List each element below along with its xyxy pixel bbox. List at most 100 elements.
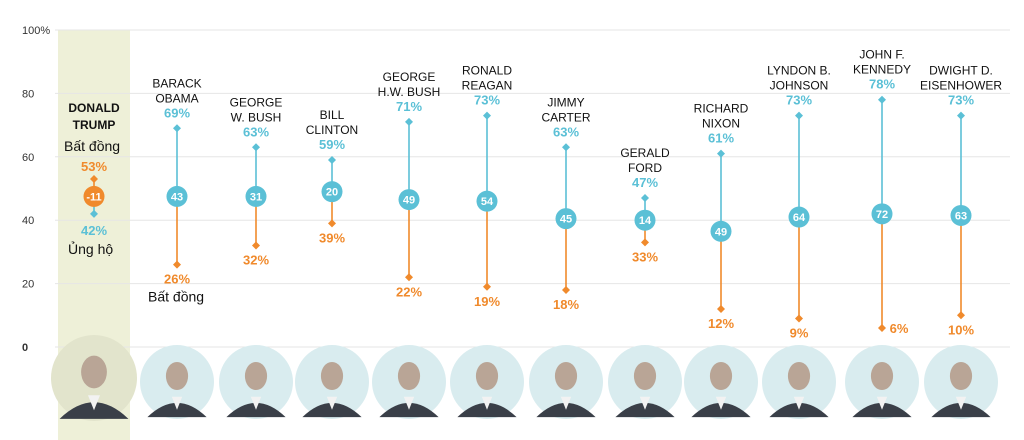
net-approval-circle [710, 220, 732, 242]
net-approval-label: 20 [326, 187, 338, 199]
disapprove-word-label: Bất đồng [148, 289, 204, 305]
president-name-line: REAGAN [462, 79, 513, 93]
portrait-head [244, 361, 268, 391]
portrait-collar [560, 396, 572, 410]
president-portrait-icon [536, 361, 596, 418]
net-approval-circle [871, 203, 893, 225]
y-tick-label: 0 [22, 342, 28, 354]
net-approval-label: 63 [955, 210, 967, 222]
disapprove-value-label: 53% [81, 159, 107, 174]
disapprove-value-label: 19% [474, 294, 500, 309]
portrait-collar [955, 396, 967, 410]
president-portrait-icon [615, 361, 675, 418]
net-approval-label: 64 [793, 212, 806, 224]
portrait-collar [793, 396, 805, 410]
net-approval-circle [166, 185, 188, 207]
disapprove-value-label: 32% [243, 253, 269, 268]
disapprove-value-label: 39% [319, 230, 345, 245]
net-approval-label: 43 [171, 191, 183, 203]
portrait-head [554, 361, 578, 391]
net-approval-circle [555, 208, 577, 230]
president-name-line: DWIGHT D. [929, 64, 993, 78]
disapprove-value-label: 10% [948, 322, 974, 337]
portrait-collar [326, 396, 338, 410]
disapprove-value-label: 12% [708, 316, 734, 331]
approve-marker [878, 95, 886, 104]
approve-value-label: 42% [81, 223, 107, 238]
president-name-line: W. BUSH [231, 110, 282, 124]
net-approval-label: 49 [403, 195, 415, 207]
portrait-head [949, 361, 973, 391]
approve-marker [795, 111, 803, 120]
disapprove-marker [878, 323, 886, 332]
disapprove-marker [90, 174, 98, 183]
approve-marker [717, 149, 725, 158]
president-portrait-icon [769, 361, 829, 418]
approve-value-label: 73% [948, 93, 974, 108]
approve-marker [957, 111, 965, 120]
president-name-line: FORD [628, 161, 662, 175]
disapprove-marker [717, 304, 725, 313]
y-tick-label: 80 [22, 88, 34, 100]
approve-marker [173, 124, 181, 133]
portrait-head [475, 361, 499, 391]
portrait-collar [171, 396, 183, 410]
approve-value-label: 63% [243, 124, 269, 139]
portrait-collar [403, 396, 415, 410]
disapprove-marker [252, 241, 260, 250]
net-approval-label: 14 [639, 215, 652, 227]
net-approval-circle [321, 181, 343, 203]
portrait-suit [302, 402, 362, 418]
portrait-head [787, 361, 811, 391]
president-name-line: RONALD [462, 64, 512, 78]
portrait-suit [379, 402, 439, 418]
disapprove-value-label: 33% [632, 249, 658, 264]
portrait-collar [639, 396, 651, 410]
portrait-suit [147, 402, 207, 418]
disapprove-marker [173, 260, 181, 269]
approve-marker [483, 111, 491, 120]
president-portrait-icon [931, 361, 991, 418]
y-tick-label: 40 [22, 215, 34, 227]
disapprove-marker [328, 219, 336, 228]
president-name-line: GEORGE [383, 70, 436, 84]
portrait-collar [481, 396, 493, 410]
portrait-suit [457, 402, 517, 418]
president-portrait-icon [852, 361, 912, 418]
disapprove-value-label: 18% [553, 297, 579, 312]
net-approval-label: 54 [481, 196, 494, 208]
president-name-line: LYNDON B. [767, 64, 831, 78]
net-approval-label: 31 [250, 191, 262, 203]
approve-marker [641, 194, 649, 203]
y-tick-label: 20 [22, 279, 34, 291]
president-name-line: JOHN F. [859, 48, 904, 62]
portrait-collar [87, 395, 101, 411]
portrait-head [320, 361, 344, 391]
president-portrait-icon [302, 361, 362, 418]
approve-marker [562, 143, 570, 152]
president-name-line: DONALD [68, 101, 120, 115]
president-portrait-icon [59, 355, 129, 419]
portrait-suit [931, 402, 991, 418]
disapprove-marker [957, 311, 965, 320]
disapprove-value-label: 26% [164, 272, 190, 287]
approve-value-label: 71% [396, 99, 422, 114]
president-name-line: GEORGE [230, 95, 283, 109]
portrait-head [165, 361, 189, 391]
approve-value-label: 59% [319, 137, 345, 152]
disapprove-marker [405, 273, 413, 282]
disapprove-marker [795, 314, 803, 323]
approve-value-label: 73% [474, 93, 500, 108]
president-name-line: RICHARD [694, 102, 749, 116]
net-approval-circle [83, 185, 105, 207]
net-approval-label: -11 [86, 191, 101, 203]
approve-marker [90, 209, 98, 218]
president-name-line: OBAMA [155, 91, 198, 105]
president-portrait-icon [379, 361, 439, 418]
portrait-suit [226, 402, 286, 418]
president-name-line: BILL [320, 108, 345, 122]
approve-marker [252, 143, 260, 152]
disapprove-marker [483, 282, 491, 291]
approve-value-label: 47% [632, 175, 658, 190]
